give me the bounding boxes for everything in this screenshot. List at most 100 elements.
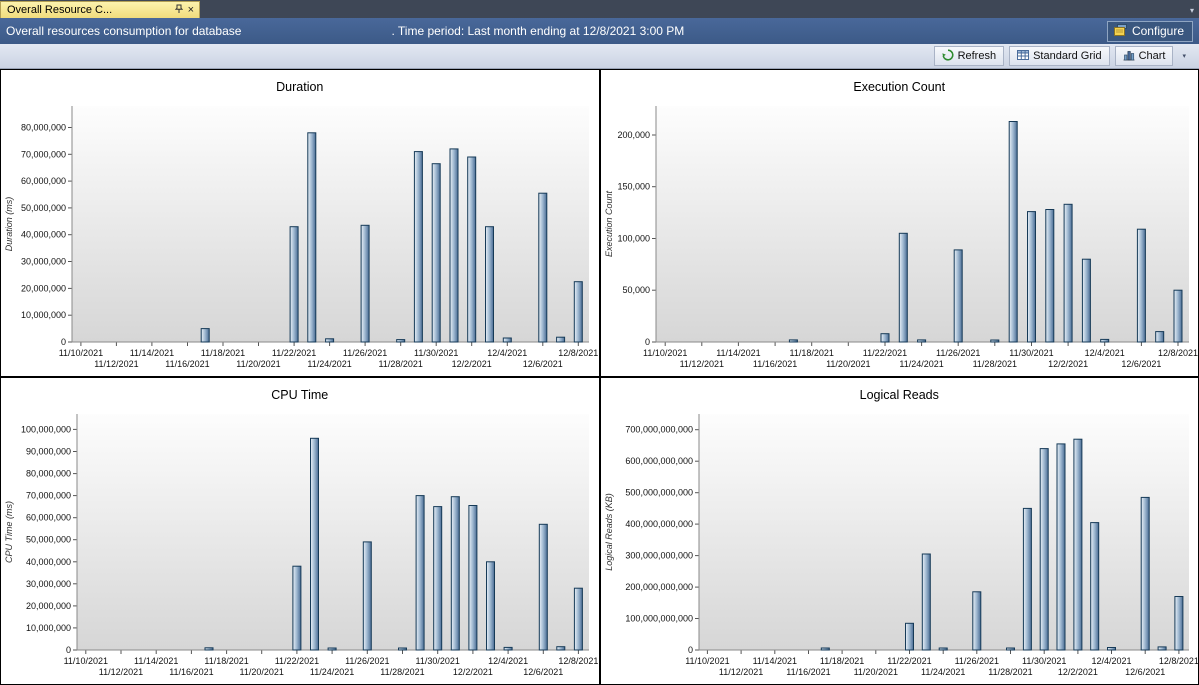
svg-text:Duration (ms): Duration (ms)	[4, 197, 14, 252]
duration-chart-panel: Duration 0 10,000,000 20,000,000 30,000,000…	[0, 69, 600, 377]
cpu-time-plot: 0 10,000,000 20,000,000 30,000,000 40,000,00…	[4, 414, 598, 677]
svg-text:11/30/2021: 11/30/2021	[416, 656, 460, 666]
svg-text:11/16/2021: 11/16/2021	[165, 359, 209, 369]
svg-text:11/14/2021: 11/14/2021	[134, 656, 178, 666]
svg-text:11/28/2021: 11/28/2021	[380, 667, 424, 677]
standard-grid-label: Standard Grid	[1033, 50, 1102, 62]
svg-text:11/20/2021: 11/20/2021	[853, 667, 897, 677]
configure-icon	[1113, 23, 1127, 39]
duration-plot-area: 0 10,000,000 20,000,000 30,000,000 40,000,00…	[1, 98, 599, 376]
document-tab-strip: Overall Resource C... × ▾	[0, 0, 1199, 18]
duration-plot: 0 10,000,000 20,000,000 30,000,000 40,000,00…	[4, 106, 598, 369]
svg-text:80,000,000: 80,000,000	[26, 469, 71, 479]
svg-text:0: 0	[66, 645, 71, 655]
svg-text:100,000: 100,000	[617, 234, 650, 244]
svg-text:11/22/2021: 11/22/2021	[275, 656, 319, 666]
svg-text:11/30/2021: 11/30/2021	[1022, 656, 1066, 666]
standard-grid-button[interactable]: Standard Grid	[1009, 46, 1110, 66]
svg-text:12/2/2021: 12/2/2021	[452, 359, 492, 369]
svg-text:11/28/2021: 11/28/2021	[972, 359, 1016, 369]
svg-text:50,000,000: 50,000,000	[26, 535, 71, 545]
close-icon[interactable]: ×	[187, 3, 194, 16]
svg-text:50,000,000: 50,000,000	[21, 203, 66, 213]
svg-text:60,000,000: 60,000,000	[26, 513, 71, 523]
svg-text:12/8/2021: 12/8/2021	[1158, 656, 1198, 666]
svg-text:12/8/2021: 12/8/2021	[1157, 348, 1197, 358]
svg-text:70,000,000: 70,000,000	[26, 491, 71, 501]
svg-text:11/22/2021: 11/22/2021	[862, 348, 906, 358]
svg-text:700,000,000,000: 700,000,000,000	[625, 425, 693, 435]
svg-text:11/20/2021: 11/20/2021	[826, 359, 870, 369]
toolbar: Refresh Standard Grid Chart ▾	[0, 44, 1199, 69]
execution-count-chart-title: Execution Count	[853, 80, 946, 94]
svg-text:20,000,000: 20,000,000	[26, 601, 71, 611]
svg-text:400,000,000,000: 400,000,000,000	[625, 519, 693, 529]
configure-button[interactable]: Configure	[1106, 20, 1193, 42]
report-header-bar: Overall resources consumption for databa…	[0, 18, 1199, 44]
charts-grid: Duration 0 10,000,000 20,000,000 30,000,000…	[0, 69, 1199, 685]
svg-text:10,000,000: 10,000,000	[26, 623, 71, 633]
svg-text:11/10/2021: 11/10/2021	[64, 656, 108, 666]
svg-text:150,000: 150,000	[617, 182, 650, 192]
svg-text:11/24/2021: 11/24/2021	[921, 667, 965, 677]
svg-text:200,000,000,000: 200,000,000,000	[625, 582, 693, 592]
report-title-suffix: . Time period: Last month ending at 12/8…	[391, 24, 685, 38]
tab-title: Overall Resource C...	[7, 4, 113, 16]
svg-text:0: 0	[687, 645, 692, 655]
logical-reads-plot-area: 0 100,000,000,000 200,000,000,000 300,000,0…	[601, 406, 1198, 684]
duration-chart-title: Duration	[276, 80, 324, 94]
svg-text:12/2/2021: 12/2/2021	[1057, 667, 1097, 677]
svg-text:11/16/2021: 11/16/2021	[169, 667, 213, 677]
svg-text:40,000,000: 40,000,000	[21, 230, 66, 240]
chart-button[interactable]: Chart	[1114, 46, 1174, 66]
svg-text:11/14/2021: 11/14/2021	[752, 656, 796, 666]
logical-reads-chart-title: Logical Reads	[859, 388, 939, 402]
svg-text:12/6/2021: 12/6/2021	[523, 667, 563, 677]
tab-overall-resource-consumption[interactable]: Overall Resource C... ×	[0, 1, 200, 18]
svg-text:30,000,000: 30,000,000	[21, 257, 66, 267]
svg-text:11/22/2021: 11/22/2021	[887, 656, 931, 666]
svg-text:11/16/2021: 11/16/2021	[786, 667, 830, 677]
logical-reads-chart-panel: Logical Reads 0 100,000,000,000 200,000,00…	[599, 377, 1199, 685]
svg-text:11/12/2021: 11/12/2021	[94, 359, 138, 369]
report-title-prefix: Overall resources consumption for databa…	[6, 24, 242, 38]
svg-text:200,000: 200,000	[617, 130, 650, 140]
svg-text:60,000,000: 60,000,000	[21, 176, 66, 186]
svg-text:12/6/2021: 12/6/2021	[523, 359, 563, 369]
svg-text:11/10/2021: 11/10/2021	[685, 656, 729, 666]
svg-text:11/24/2021: 11/24/2021	[899, 359, 943, 369]
svg-text:30,000,000: 30,000,000	[26, 579, 71, 589]
svg-text:Execution Count: Execution Count	[604, 190, 614, 257]
svg-text:11/24/2021: 11/24/2021	[307, 359, 351, 369]
svg-text:12/4/2021: 12/4/2021	[487, 348, 527, 358]
svg-text:12/6/2021: 12/6/2021	[1121, 359, 1161, 369]
svg-text:50,000: 50,000	[622, 285, 650, 295]
refresh-button[interactable]: Refresh	[933, 46, 1005, 66]
svg-text:12/8/2021: 12/8/2021	[558, 348, 598, 358]
svg-text:12/8/2021: 12/8/2021	[558, 656, 598, 666]
svg-text:12/4/2021: 12/4/2021	[488, 656, 528, 666]
svg-text:11/14/2021: 11/14/2021	[130, 348, 174, 358]
svg-text:11/12/2021: 11/12/2021	[99, 667, 143, 677]
standard-grid-icon	[1017, 49, 1030, 64]
svg-text:11/20/2021: 11/20/2021	[240, 667, 284, 677]
pin-icon[interactable]	[174, 4, 183, 17]
refresh-label: Refresh	[957, 50, 997, 62]
svg-text:11/10/2021: 11/10/2021	[643, 348, 687, 358]
configure-label: Configure	[1131, 24, 1184, 38]
svg-text:11/26/2021: 11/26/2021	[345, 656, 389, 666]
svg-text:70,000,000: 70,000,000	[21, 149, 66, 159]
cpu-time-chart-title: CPU Time	[271, 388, 329, 402]
toolbar-overflow-chevron-icon[interactable]: ▾	[1182, 53, 1186, 60]
svg-text:11/22/2021: 11/22/2021	[272, 348, 316, 358]
tab-list-chevron-down-icon[interactable]: ▾	[1189, 6, 1194, 15]
svg-text:80,000,000: 80,000,000	[21, 123, 66, 133]
cpu-time-chart-panel: CPU Time 0 10,000,000 20,000,000 30,000,000…	[0, 377, 600, 685]
svg-text:11/14/2021: 11/14/2021	[716, 348, 760, 358]
refresh-icon	[941, 48, 954, 64]
svg-text:11/30/2021: 11/30/2021	[414, 348, 458, 358]
chart-label: Chart	[1138, 50, 1166, 62]
svg-text:11/28/2021: 11/28/2021	[379, 359, 423, 369]
svg-text:11/26/2021: 11/26/2021	[936, 348, 980, 358]
